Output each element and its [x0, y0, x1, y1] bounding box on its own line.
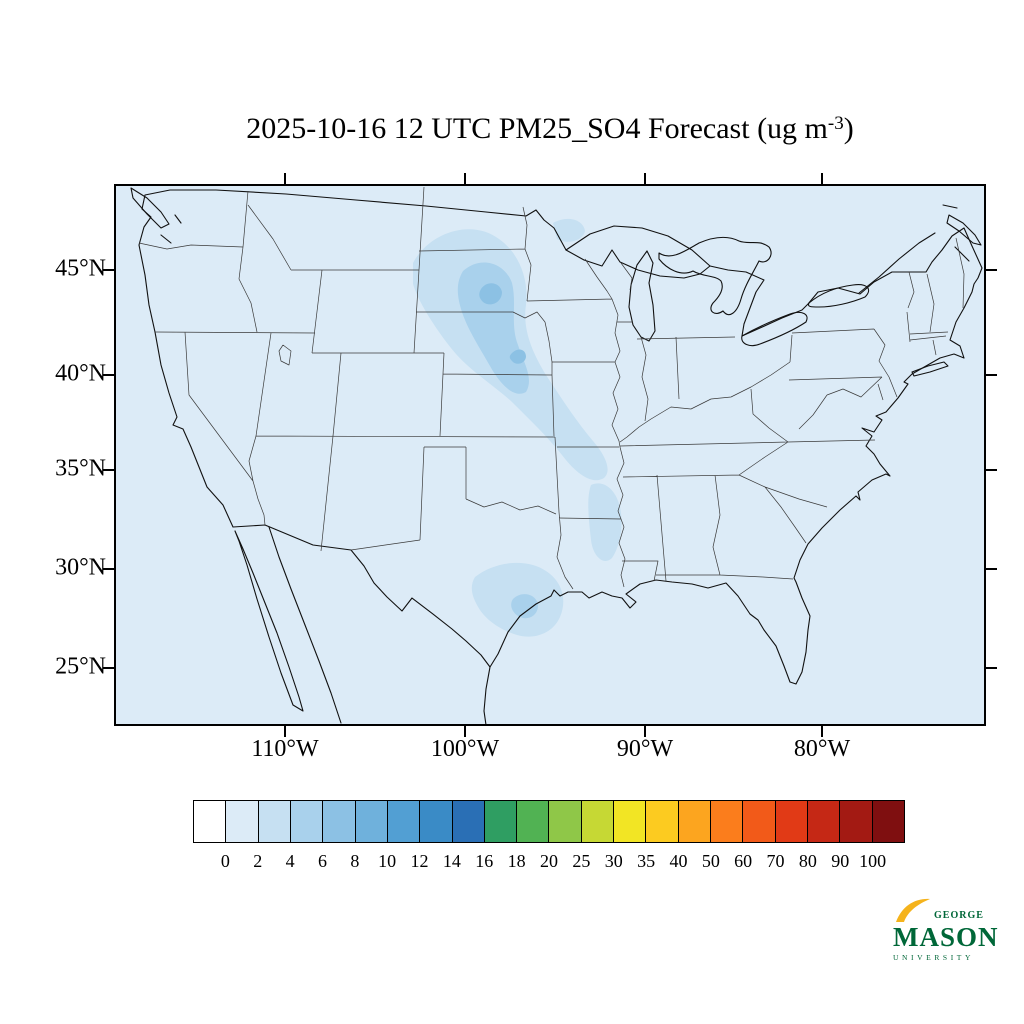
colorbar-cell — [289, 800, 324, 843]
plot-title: 2025-10-16 12 UTC PM25_SO4 Forecast (ug … — [115, 112, 985, 146]
colorbar-tick-label: 35 — [637, 851, 656, 871]
colorbar-cell — [483, 800, 518, 843]
map-content — [115, 185, 985, 725]
colorbar-tick-label: 80 — [798, 851, 817, 871]
colorbar-tick-label: 4 — [285, 851, 295, 871]
colorbar-cell — [419, 800, 453, 843]
state-borders — [138, 186, 965, 590]
logo-george-text: GEORGE — [934, 910, 984, 921]
colorbar-cell — [839, 800, 873, 843]
colorbar-cell — [806, 800, 841, 843]
colorbar-cell — [710, 800, 744, 843]
colorbar-tick-label: 30 — [604, 851, 623, 871]
colorbar-tick-label: 16 — [475, 851, 494, 871]
colorbar-cell — [354, 800, 388, 843]
logo-mason-text: MASON — [893, 922, 999, 952]
colorbar-cell — [225, 800, 259, 843]
colorbar-tick-label: 0 — [220, 851, 230, 871]
latitude-axis-label: 35°N — [55, 455, 106, 482]
plot-title-suffix: ) — [843, 112, 854, 145]
canada-coast-details — [130, 187, 982, 294]
latitude-axis-label: 45°N — [55, 255, 106, 282]
colorbar-cell — [742, 800, 776, 843]
colorbar-labels: 0 2 4 6 8 10 12 14 16 18 20 25 30 35 40 50 60 70 80 90 100 — [193, 851, 905, 877]
colorbar-cell — [257, 800, 291, 843]
colorbar-tick-label: 8 — [350, 851, 360, 871]
colorbar-tick-label: 70 — [766, 851, 785, 871]
colorbar-tick-label: 20 — [540, 851, 558, 871]
longitude-axis-label: 110°W — [251, 736, 319, 762]
colorbar — [193, 800, 905, 843]
longitude-axis-label: 100°W — [430, 736, 500, 762]
colorbar-tick-label: 2 — [253, 851, 263, 871]
colorbar-tick-label: 12 — [410, 851, 429, 871]
colorbar-tick-label: 6 — [317, 851, 327, 871]
colorbar-tick-label: 60 — [734, 851, 753, 871]
longitude-axis-label: 80°W — [793, 736, 851, 762]
colorbar-cell — [516, 800, 550, 843]
gmu-swoosh-icon — [896, 898, 930, 922]
mexico-coast-details — [234, 526, 491, 725]
latitude-axis-label: 40°N — [55, 360, 106, 387]
colorbar-tick-label: 25 — [572, 851, 591, 871]
coastlines-national-borders — [130, 187, 983, 725]
colorbar-cell — [580, 800, 615, 843]
concentration-patches — [413, 218, 622, 637]
colorbar-cell — [322, 800, 356, 843]
gmu-logo: GEORGE MASON UNIVERSITY — [893, 897, 1009, 962]
colorbar-tick-label: 18 — [507, 851, 526, 871]
colorbar-tick-label: 100 — [859, 851, 887, 871]
colorbar-cell — [645, 800, 679, 843]
long-island — [911, 361, 949, 377]
colorbar-cell — [451, 800, 485, 843]
colorbar-cell — [613, 800, 647, 843]
latitude-axis-label: 30°N — [55, 554, 106, 581]
colorbar-cell — [193, 800, 227, 843]
colorbar-tick-label: 14 — [442, 851, 461, 871]
colorbar-tick-label: 50 — [701, 851, 720, 871]
plot-title-text: 2025-10-16 12 UTC PM25_SO4 Forecast (ug … — [246, 112, 828, 145]
colorbar-tick-label: 90 — [831, 851, 850, 871]
colorbar-tick-label: 40 — [669, 851, 688, 871]
colorbar-tick-label: 10 — [378, 851, 397, 871]
us-coastline-border — [138, 189, 983, 685]
colorbar-cell — [871, 800, 905, 843]
concentration-field-background — [115, 185, 985, 725]
colorbar-cell — [677, 800, 711, 843]
plot-title-superscript: -3 — [827, 113, 844, 134]
logo-university-text: UNIVERSITY — [893, 953, 974, 962]
map-frame — [114, 184, 986, 726]
latitude-axis-label: 25°N — [55, 653, 106, 680]
colorbar-cell — [548, 800, 582, 843]
forecast-map — [103, 173, 997, 737]
colorbar-cell — [386, 800, 421, 843]
colorbar-cell — [774, 800, 808, 843]
longitude-axis-label: 90°W — [616, 736, 674, 762]
